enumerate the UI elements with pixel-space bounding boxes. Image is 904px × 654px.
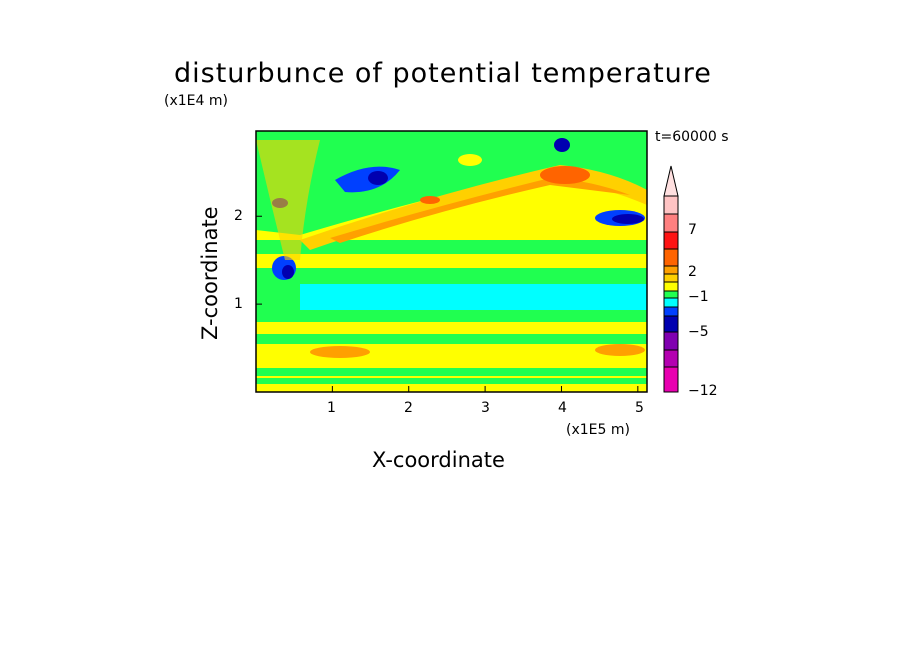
band bbox=[256, 310, 647, 322]
x-tick-label: 2 bbox=[404, 400, 413, 416]
colorbar-segment bbox=[663, 231, 679, 250]
warm-blob bbox=[310, 346, 370, 358]
band bbox=[256, 384, 647, 392]
y-tick-label: 2 bbox=[234, 208, 243, 224]
band bbox=[300, 165, 647, 250]
colorbar-segment bbox=[663, 290, 679, 299]
colorbar-label: −5 bbox=[688, 324, 709, 340]
colorbar-segment bbox=[663, 366, 679, 393]
colorbar-label: −1 bbox=[688, 289, 709, 305]
colorbar-segment bbox=[663, 331, 679, 351]
x-unit-label: (x1E5 m) bbox=[566, 422, 630, 438]
band bbox=[256, 334, 647, 344]
colorbar-segment bbox=[663, 306, 679, 317]
y-unit-label: (x1E4 m) bbox=[164, 93, 228, 109]
contour-field bbox=[256, 131, 647, 392]
x-tick-label: 5 bbox=[635, 400, 644, 416]
band bbox=[256, 368, 647, 376]
colorbar-label: 7 bbox=[688, 222, 697, 238]
colorbar-segment bbox=[663, 349, 679, 368]
x-tick-label: 4 bbox=[558, 400, 567, 416]
chart-title: disturbunce of potential temperature bbox=[174, 58, 712, 89]
colorbar-segment bbox=[663, 281, 679, 292]
colorbar-segment bbox=[663, 315, 679, 333]
band bbox=[256, 140, 320, 260]
band bbox=[300, 282, 647, 310]
warm-blob bbox=[540, 166, 590, 184]
band bbox=[458, 154, 482, 166]
colorbar-segment bbox=[663, 248, 679, 267]
warm-blob bbox=[595, 344, 645, 356]
axis-ticks bbox=[256, 215, 639, 392]
colorbar-extend-arrow bbox=[663, 165, 679, 197]
band bbox=[256, 131, 647, 235]
band bbox=[330, 178, 630, 243]
y-tick-label: 1 bbox=[234, 296, 243, 312]
cold-blob bbox=[282, 265, 294, 279]
x-tick-label: 1 bbox=[327, 400, 336, 416]
band bbox=[256, 282, 300, 310]
band bbox=[256, 268, 647, 284]
cold-blob bbox=[554, 138, 570, 152]
colorbar-label: −12 bbox=[688, 383, 718, 399]
plot-frame bbox=[255, 130, 648, 393]
cold-blob bbox=[612, 214, 644, 224]
colorbar-segment bbox=[663, 195, 679, 215]
x-axis-label: X-coordinate bbox=[372, 448, 505, 472]
colorbar-label: 2 bbox=[688, 264, 697, 280]
warm-blob bbox=[420, 196, 440, 204]
colorbar bbox=[663, 165, 679, 393]
cold-blob bbox=[368, 171, 388, 185]
x-tick-label: 3 bbox=[481, 400, 490, 416]
colorbar-segment bbox=[663, 265, 679, 275]
band bbox=[256, 240, 647, 254]
time-label: t=60000 s bbox=[655, 129, 729, 145]
colorbar-segment bbox=[663, 297, 679, 308]
colorbar-segment bbox=[663, 273, 679, 283]
colorbar-segment bbox=[663, 213, 679, 233]
